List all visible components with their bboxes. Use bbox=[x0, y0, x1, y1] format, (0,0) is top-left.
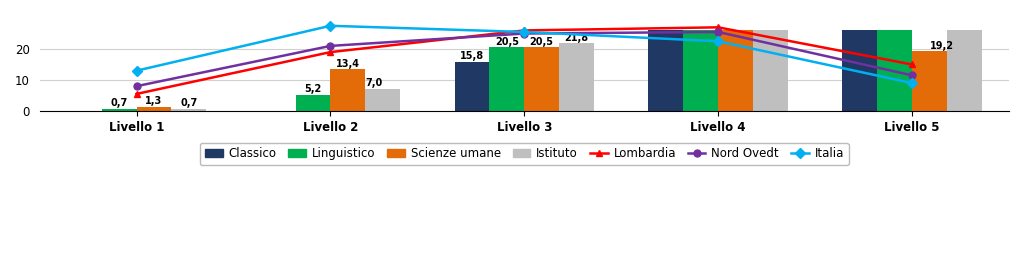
Bar bbox=[455, 62, 489, 111]
Text: 21,8: 21,8 bbox=[564, 33, 589, 43]
Legend: Classico, Linguistico, Scienze umane, Istituto, Lombardia, Nord Ovedt, Italia: Classico, Linguistico, Scienze umane, Is… bbox=[200, 143, 849, 165]
Bar bbox=[136, 107, 171, 111]
Text: 20,5: 20,5 bbox=[529, 37, 554, 47]
Bar bbox=[331, 69, 366, 111]
Bar bbox=[843, 0, 878, 111]
Bar bbox=[101, 109, 136, 111]
Bar bbox=[296, 95, 331, 111]
Text: 1,3: 1,3 bbox=[145, 96, 163, 106]
Bar bbox=[947, 24, 982, 111]
Text: 15,8: 15,8 bbox=[460, 51, 484, 61]
Text: 13,4: 13,4 bbox=[336, 59, 359, 69]
Bar bbox=[524, 47, 559, 111]
Bar bbox=[912, 51, 947, 111]
Bar bbox=[718, 9, 753, 111]
Bar bbox=[489, 47, 524, 111]
Text: 19,2: 19,2 bbox=[930, 41, 953, 51]
Text: 0,7: 0,7 bbox=[111, 98, 128, 108]
Bar bbox=[171, 109, 206, 111]
Bar bbox=[366, 89, 400, 111]
Text: 7,0: 7,0 bbox=[366, 78, 383, 88]
Bar bbox=[648, 0, 683, 111]
Bar bbox=[683, 2, 718, 111]
Text: 20,5: 20,5 bbox=[495, 37, 519, 47]
Text: 0,7: 0,7 bbox=[180, 98, 198, 108]
Bar bbox=[559, 43, 594, 111]
Bar bbox=[753, 18, 788, 111]
Text: 5,2: 5,2 bbox=[304, 84, 322, 94]
Bar bbox=[878, 12, 912, 111]
